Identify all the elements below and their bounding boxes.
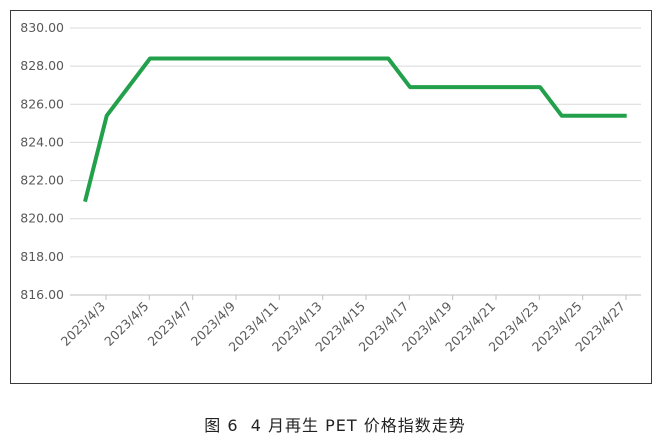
gridlines <box>70 27 641 296</box>
x-axis: 2023/4/32023/4/52023/4/72023/4/92023/4/1… <box>58 295 628 354</box>
line-chart: 816.00 818.00 820.00 822.00 824.00 826.00 828.… <box>20 20 641 354</box>
y-tick-label: 818.00 <box>20 249 64 264</box>
series-line <box>83 56 627 203</box>
y-axis: 816.00 818.00 820.00 822.00 824.00 826.00 828.… <box>20 20 64 302</box>
x-tick-label: 2023/4/7 <box>144 299 194 349</box>
series-index <box>83 56 627 203</box>
y-tick-label: 816.00 <box>20 287 64 302</box>
x-tick-label: 2023/4/5 <box>101 299 151 349</box>
y-tick-label: 828.00 <box>20 58 64 73</box>
y-tick-label: 822.00 <box>20 173 64 188</box>
x-tick-label: 2023/4/3 <box>58 299 108 349</box>
chart-frame: 816.00 818.00 820.00 822.00 824.00 826.00 828.… <box>10 10 652 384</box>
y-tick-label: 824.00 <box>20 134 64 149</box>
y-tick-label: 826.00 <box>20 96 64 111</box>
y-tick-label: 830.00 <box>20 20 64 35</box>
figure-caption: 图 6 4 月再生 PET 价格指数走势 <box>204 416 466 435</box>
y-tick-label: 820.00 <box>20 211 64 226</box>
